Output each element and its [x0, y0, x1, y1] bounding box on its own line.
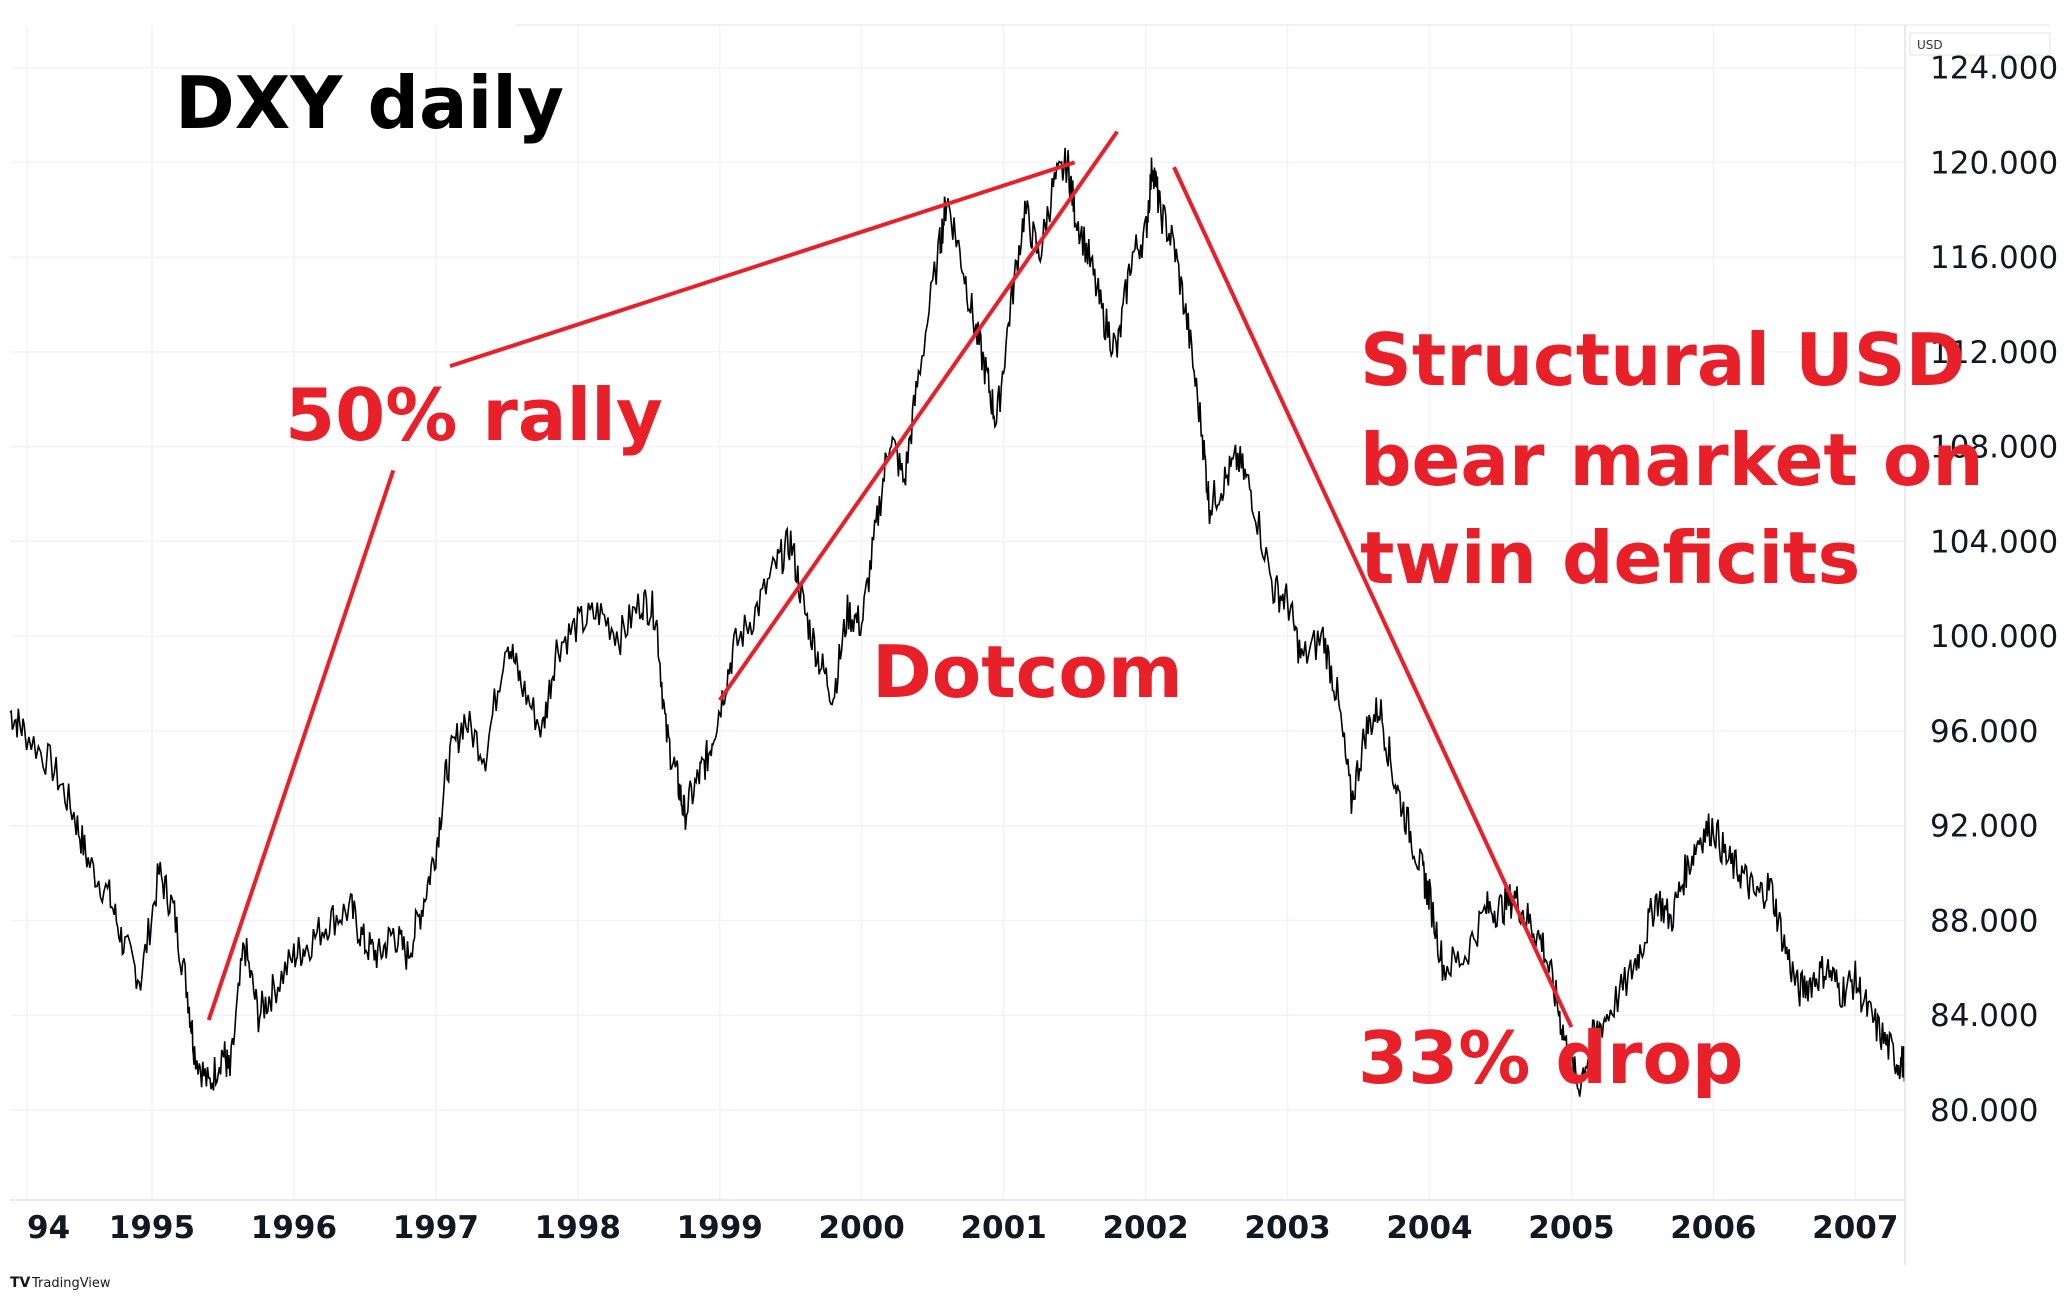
- y-tick-label: 80.000: [1930, 1093, 2038, 1129]
- annotation-structural-3: twin deficits: [1360, 516, 1860, 600]
- annotation-structural-2: bear market on: [1360, 418, 1984, 502]
- grid: [10, 25, 1905, 1200]
- y-tick-label: 96.000: [1930, 714, 2038, 750]
- trendlines: [206, 130, 1574, 1028]
- x-tick-label: 1998: [535, 1210, 621, 1246]
- x-tick-label: 1999: [677, 1210, 763, 1246]
- x-tick-label: 94: [27, 1210, 70, 1246]
- x-tick-label: 2002: [1102, 1210, 1188, 1246]
- annotation-dotcom: Dotcom: [872, 630, 1183, 714]
- annotation-rally: 50% rally: [285, 373, 663, 457]
- y-tick-label: 88.000: [1930, 903, 2038, 939]
- x-tick-label: 2000: [819, 1210, 905, 1246]
- x-tick-label: 1995: [109, 1210, 195, 1246]
- unit-box: [1909, 32, 2051, 56]
- y-tick-label: 120.000: [1930, 145, 2058, 181]
- annotation-drop: 33% drop: [1358, 1016, 1743, 1100]
- x-tick-label: 2001: [960, 1210, 1046, 1246]
- svg-text:TV: TV: [10, 1275, 31, 1291]
- annotation-structural-1: Structural USD: [1360, 318, 1965, 402]
- y-tick-label: 100.000: [1930, 619, 2058, 655]
- trendline: [1172, 166, 1574, 1028]
- x-tick-label: 2003: [1244, 1210, 1330, 1246]
- y-tick-label: 104.000: [1930, 524, 2058, 560]
- unit-label: USD: [1917, 38, 1943, 52]
- y-tick-label: 84.000: [1930, 998, 2038, 1034]
- y-tick-label: 92.000: [1930, 809, 2038, 845]
- x-tick-label: 1996: [251, 1210, 337, 1246]
- trendline: [718, 130, 1119, 702]
- dxy-price-line: [9, 147, 1906, 1097]
- tradingview-logo: TV TradingView: [10, 1275, 111, 1291]
- trendline: [206, 469, 396, 1021]
- trendline: [449, 160, 1076, 369]
- price-series: [9, 147, 1906, 1097]
- x-tick-label: 2006: [1670, 1210, 1756, 1246]
- x-axis: 94 1995 1996 1997 1998 1999 2000 2001 2002 2003 20…: [27, 1210, 1898, 1246]
- x-tick-label: 2005: [1528, 1210, 1614, 1246]
- watermark: TradingView: [31, 1276, 111, 1291]
- y-axis: 124.000 120.000 116.000 112.000 108.000 104.0…: [1930, 51, 2058, 1129]
- chart-title: DXY daily: [175, 61, 564, 145]
- y-tick-label: 124.000: [1930, 51, 2058, 87]
- x-tick-label: 2004: [1386, 1210, 1472, 1246]
- y-tick-label: 108.000: [1930, 430, 2058, 466]
- x-tick-label: 1997: [393, 1210, 479, 1246]
- y-tick-label: 112.000: [1930, 335, 2058, 371]
- x-tick-label: 2007: [1812, 1210, 1898, 1246]
- y-tick-label: 116.000: [1930, 240, 2058, 276]
